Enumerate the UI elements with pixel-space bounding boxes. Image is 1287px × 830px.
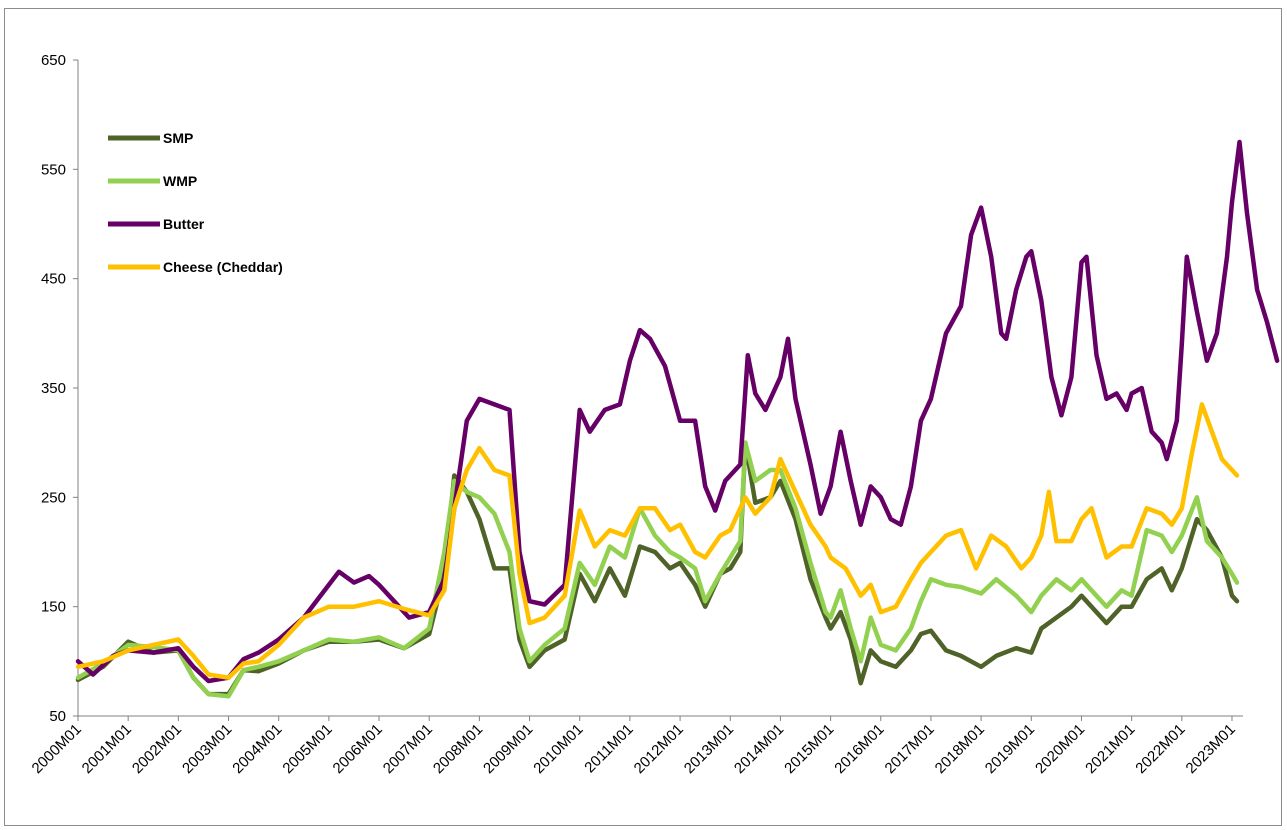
y-tick-label: 50 xyxy=(49,708,66,725)
y-tick-label: 150 xyxy=(41,599,66,616)
x-tick-label: 2010M01 xyxy=(530,721,586,777)
x-tick-label: 2003M01 xyxy=(179,721,235,777)
y-tick-label: 250 xyxy=(41,489,66,506)
x-tick-label: 2014M01 xyxy=(731,721,787,777)
x-tick-label: 2022M01 xyxy=(1132,721,1188,777)
legend-label: Butter xyxy=(163,216,205,232)
y-tick-label: 550 xyxy=(41,161,66,178)
x-tick-label: 2001M01 xyxy=(79,721,135,777)
x-tick-label: 2002M01 xyxy=(129,721,185,777)
x-tick-label: 2005M01 xyxy=(279,721,335,777)
legend-label: SMP xyxy=(163,130,193,146)
legend-label: Cheese (Cheddar) xyxy=(163,259,283,275)
x-tick-label: 2008M01 xyxy=(430,721,486,777)
chart-svg: 50 150 250 350 450 550 650 2000M012001M012002M0… xyxy=(29,52,1280,777)
x-tick-label: 2015M01 xyxy=(781,721,837,777)
x-tick-label: 2000M01 xyxy=(29,721,85,777)
y-tick-label: 450 xyxy=(41,271,66,288)
chart-frame: 50 150 250 350 450 550 650 2000M01 2001M01 2002M0… xyxy=(4,8,1282,826)
x-tick-label: 2020M01 xyxy=(1032,721,1088,777)
x-tick-label: 2018M01 xyxy=(932,721,988,777)
x-tick-label: 2021M01 xyxy=(1082,721,1138,777)
legend-legend: SMP WMP Butter Cheese (Cheddar) xyxy=(108,130,283,275)
legend-label: WMP xyxy=(163,173,197,189)
series-line-wmp xyxy=(75,440,1240,699)
x-tick-label: 2017M01 xyxy=(882,721,938,777)
x-tick-label: 2016M01 xyxy=(831,721,887,777)
series-line-butter xyxy=(75,139,1280,684)
x-tick-label: 2019M01 xyxy=(982,721,1038,777)
x-tick-label: 2023M01 xyxy=(1183,721,1239,777)
series-layer xyxy=(75,139,1280,699)
x-tick-label: 2007M01 xyxy=(380,721,436,777)
series-line-cheese-cheddar xyxy=(75,402,1240,680)
x-tick-label: 2009M01 xyxy=(480,721,536,777)
x-tick-label: 2012M01 xyxy=(631,721,687,777)
y-tick-label: 350 xyxy=(41,380,66,397)
y-tick-label: 650 xyxy=(41,52,66,69)
x-tick-label: 2013M01 xyxy=(681,721,737,777)
x-tick-label: 2006M01 xyxy=(330,721,386,777)
x-tick-label: 2011M01 xyxy=(581,721,636,776)
x-tick-label: 2004M01 xyxy=(229,721,285,777)
